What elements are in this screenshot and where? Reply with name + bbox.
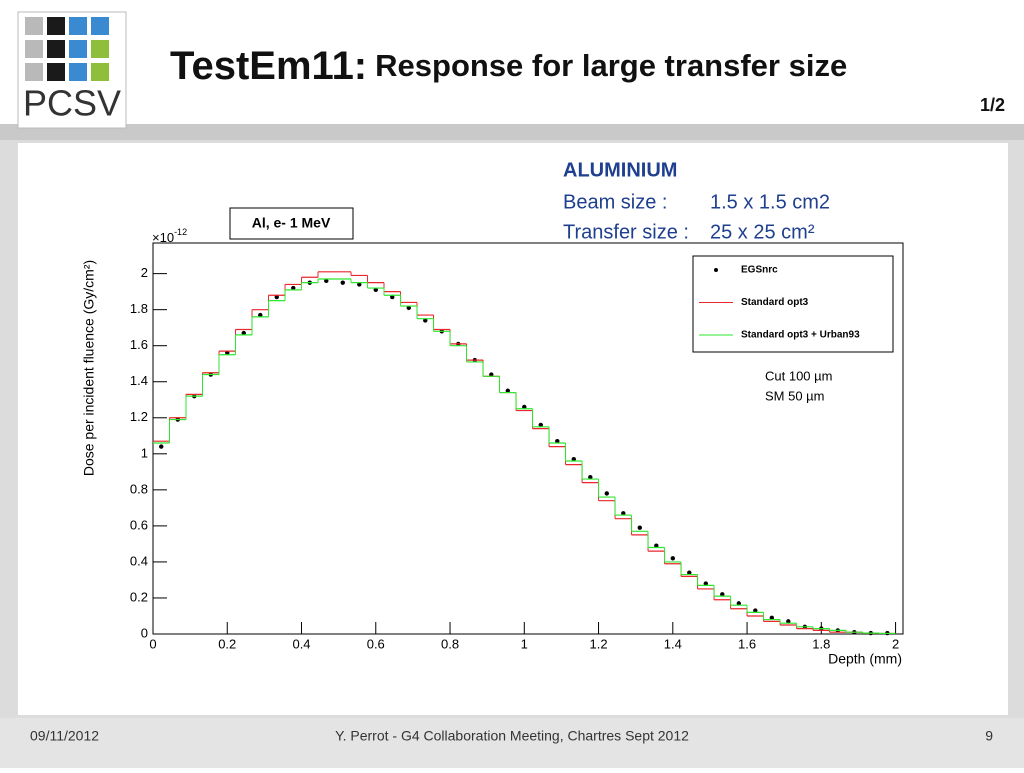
x-tick-label: 0.4 [292, 636, 310, 651]
x-tick-label: 0.2 [218, 636, 236, 651]
chart-panel [18, 143, 1008, 715]
point [670, 556, 676, 561]
legend-swatch [714, 268, 718, 272]
point [291, 285, 296, 291]
point [373, 287, 378, 293]
point [753, 608, 758, 613]
title-rest: Response for large transfer size [375, 48, 847, 83]
point [505, 388, 511, 393]
title-main: TestEm11: [170, 44, 367, 88]
y-tick-label: 1.2 [130, 409, 148, 424]
legend-label: Standard opt3 + Urban93 [741, 330, 860, 341]
x-tick-label: 1.2 [590, 636, 608, 651]
y-axis-label: Dose per incident fluence (Gy/cm²) [81, 260, 97, 476]
point [159, 444, 164, 449]
y-tick-label: 0.2 [130, 589, 148, 604]
point [390, 294, 395, 300]
legend-label: Standard opt3 [741, 297, 809, 308]
y-tick-label: 1.6 [130, 337, 148, 352]
header-rule [0, 124, 1024, 140]
y-multiplier-base: ×10 [152, 230, 174, 245]
point [406, 305, 411, 311]
point [538, 422, 543, 428]
annotation: Al, e- 1 MeV [252, 215, 331, 231]
x-tick-label: 0 [149, 636, 156, 651]
point [423, 318, 428, 323]
logo-text: PCSV [23, 83, 121, 124]
point [637, 525, 642, 530]
x-tick-label: 1.8 [812, 636, 830, 651]
point [571, 457, 576, 462]
footer-date: 09/11/2012 [30, 728, 99, 744]
x-tick-label: 1 [521, 636, 528, 651]
footer-page: 9 [985, 728, 993, 744]
point [489, 372, 494, 377]
point [736, 601, 742, 606]
y-tick-label: 0 [141, 625, 148, 640]
y-multiplier: ×10-12 [152, 227, 187, 245]
info-heading: ALUMINIUM [563, 159, 677, 181]
point [687, 570, 692, 575]
annotation-box [229, 207, 354, 240]
logo-grid [25, 17, 109, 81]
x-tick-label: 0.8 [441, 636, 459, 651]
y-tick-label: 2 [141, 265, 148, 280]
y-tick-label: 1.4 [130, 373, 148, 388]
point [588, 475, 593, 480]
info-value: 1.5 x 1.5 cm2 [710, 191, 830, 213]
point [604, 491, 609, 496]
info-label: Transfer size : [563, 221, 689, 243]
slide-title: TestEm11: Response for large transfer siz… [170, 44, 847, 88]
y-tick-label: 0.8 [130, 481, 148, 496]
info-value: 25 x 25 cm² [710, 221, 815, 243]
point [522, 404, 527, 410]
plot-frame [152, 242, 904, 635]
point [241, 330, 246, 336]
y-tick-label: 1.8 [130, 301, 148, 316]
page-part: 1/2 [980, 95, 1005, 115]
point [340, 280, 345, 285]
point [225, 350, 230, 356]
note: Cut 100 µm [765, 368, 832, 383]
logo: PCSV [17, 11, 127, 129]
point [720, 592, 725, 597]
footer-center: Y. Perrot - G4 Collaboration Meeting, Ch… [335, 728, 689, 744]
info-label: Beam size : [563, 191, 667, 213]
y-tick-label: 0.6 [130, 517, 148, 532]
point [621, 511, 626, 516]
point [555, 439, 560, 444]
x-axis-label: Depth (mm) [828, 651, 902, 667]
point [769, 615, 775, 620]
header-band [0, 0, 1024, 124]
x-tick-label: 1.6 [738, 636, 756, 651]
x-tick-label: 2 [892, 636, 899, 651]
point [274, 294, 279, 300]
x-tick-label: 0.6 [367, 636, 385, 651]
footer-band [0, 718, 1024, 768]
legend-label: EGSnrc [741, 265, 778, 276]
point [357, 282, 362, 287]
legend-box [692, 255, 894, 353]
y-tick-label: 1 [141, 445, 148, 460]
point [258, 312, 263, 318]
point [786, 619, 791, 624]
y-tick-label: 0.4 [130, 553, 148, 568]
point [703, 581, 709, 586]
y-multiplier-exp: -12 [174, 227, 187, 237]
info-block: ALUMINIUM Beam size : 1.5 x 1.5 cm2 Tran… [563, 159, 830, 243]
note: SM 50 µm [765, 388, 825, 403]
point [654, 543, 659, 548]
point [324, 278, 329, 284]
x-tick-label: 1.4 [664, 636, 682, 651]
